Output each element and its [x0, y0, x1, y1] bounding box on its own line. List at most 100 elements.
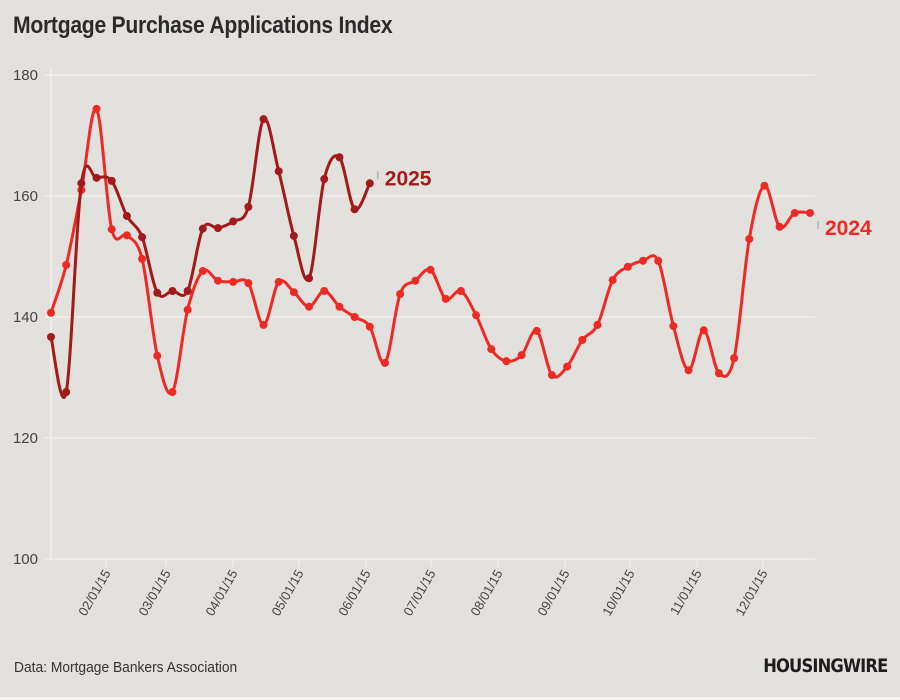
data-point-2024	[684, 366, 693, 375]
data-point-2024	[775, 222, 784, 231]
y-tick-label: 140	[13, 309, 38, 326]
data-point-2024	[487, 345, 496, 354]
x-tick-label: 10/01/15	[599, 567, 637, 618]
data-point-2024	[213, 276, 222, 285]
data-point-2024	[441, 294, 450, 303]
data-point-2024	[517, 351, 526, 360]
data-point-2024	[305, 302, 314, 311]
data-point-2025	[213, 224, 222, 233]
data-point-2024	[259, 320, 268, 329]
series-labels: 2024 2025	[377, 167, 872, 240]
data-point-2024	[320, 286, 329, 295]
series-2025	[47, 115, 374, 399]
data-point-2025	[168, 286, 177, 295]
data-point-2024	[532, 326, 541, 335]
data-point-2024	[365, 322, 374, 331]
x-axis: 02/01/15 03/01/15 04/01/15 05/01/15 06/01/15…	[75, 559, 771, 618]
data-point-2024	[654, 256, 663, 265]
x-tick-label: 09/01/15	[534, 567, 572, 618]
y-axis: 100 120 140 160 180	[13, 67, 38, 568]
data-point-2024	[730, 354, 739, 363]
data-point-2024	[168, 388, 177, 397]
data-point-2024	[790, 208, 799, 217]
y-tick-label: 160	[13, 188, 38, 205]
data-point-2024	[593, 320, 602, 329]
data-point-2025	[198, 224, 207, 233]
data-point-2024	[153, 351, 162, 360]
data-point-2025	[289, 231, 298, 240]
data-point-2024	[472, 311, 481, 320]
series-label-2024: 2024	[825, 217, 872, 240]
data-point-2024	[92, 104, 101, 113]
y-tick-label: 180	[13, 67, 38, 84]
x-tick-label: 03/01/15	[135, 567, 173, 618]
data-point-2024	[289, 288, 298, 297]
x-tick-label: 06/01/15	[335, 567, 373, 618]
data-point-2025	[122, 211, 131, 220]
data-source-note: Data: Mortgage Bankers Association	[14, 659, 238, 676]
data-point-2024	[714, 369, 723, 378]
x-tick-label: 11/01/15	[667, 567, 705, 617]
series-line-2025	[49, 117, 372, 399]
data-point-2024	[578, 335, 587, 344]
x-tick-label: 07/01/15	[400, 567, 438, 618]
gridlines	[45, 67, 815, 560]
x-tick-label: 04/01/15	[202, 567, 240, 618]
data-point-2024	[456, 286, 465, 295]
data-point-2025	[244, 202, 253, 211]
x-tick-label: 12/01/15	[732, 567, 770, 618]
data-point-2024	[426, 265, 435, 274]
data-point-2024	[547, 371, 556, 380]
data-point-2024	[396, 290, 405, 299]
series-2024	[47, 104, 814, 397]
data-point-2024	[122, 231, 131, 240]
data-point-2025	[259, 115, 268, 124]
chart-title: Mortgage Purchase Applications Index	[13, 12, 393, 39]
data-point-2024	[138, 254, 147, 263]
data-point-2024	[244, 279, 253, 288]
data-point-2025	[47, 332, 55, 341]
data-point-2024	[274, 277, 283, 286]
data-point-2024	[411, 276, 420, 285]
data-point-2025	[365, 179, 374, 188]
data-point-2024	[639, 256, 648, 265]
data-point-2025	[335, 153, 344, 162]
x-tick-label: 08/01/15	[467, 567, 505, 618]
data-point-2024	[745, 234, 754, 243]
data-point-2024	[62, 260, 71, 269]
data-point-2024	[350, 313, 359, 321]
data-point-2025	[153, 288, 162, 297]
housingwire-logo: HOUSINGWIRE	[762, 655, 888, 677]
data-point-2025	[320, 175, 329, 184]
data-point-2024	[198, 267, 207, 276]
data-point-2024	[669, 322, 678, 331]
data-point-2024	[47, 308, 55, 317]
bottom-border	[0, 697, 900, 700]
data-point-2024	[760, 181, 769, 190]
data-point-2025	[274, 167, 283, 176]
y-tick-label: 120	[13, 430, 38, 447]
x-tick-label: 02/01/15	[75, 567, 113, 618]
data-point-2025	[229, 217, 238, 226]
data-point-2024	[107, 225, 116, 234]
data-point-2025	[62, 388, 71, 397]
data-point-2024	[380, 358, 389, 367]
data-point-2025	[350, 205, 359, 214]
series-lines	[47, 104, 814, 399]
series-line-2024	[49, 107, 811, 396]
x-tick-label: 05/01/15	[268, 567, 306, 618]
y-tick-label: 100	[13, 551, 38, 568]
data-point-2024	[699, 326, 708, 335]
data-point-2024	[608, 276, 617, 285]
data-point-2024	[229, 277, 238, 286]
data-point-2025	[305, 274, 314, 283]
series-label-2025: 2025	[385, 167, 432, 190]
data-point-2025	[183, 286, 192, 295]
data-point-2024	[563, 362, 572, 371]
data-point-2024	[502, 357, 511, 366]
data-point-2025	[77, 179, 86, 188]
data-point-2024	[183, 305, 192, 314]
data-point-2024	[623, 262, 632, 271]
data-point-2025	[92, 173, 101, 182]
